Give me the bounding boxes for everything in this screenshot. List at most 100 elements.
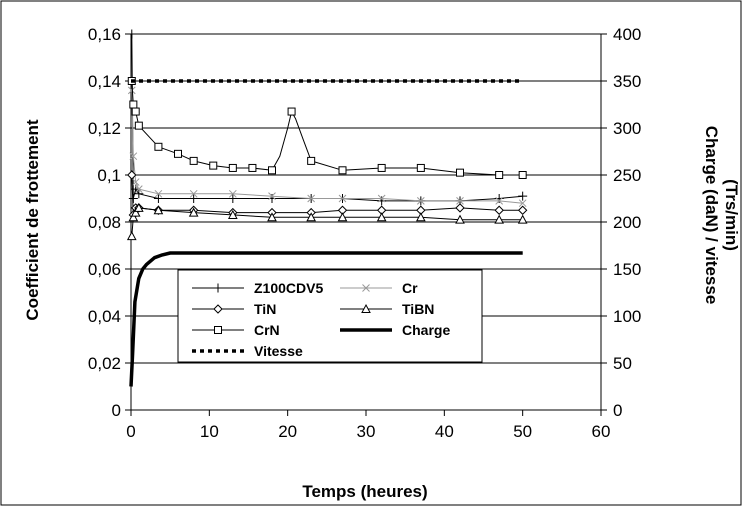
data-point (518, 199, 527, 208)
series-tibn (126, 202, 528, 241)
data-point (268, 166, 276, 175)
data-point (338, 194, 347, 203)
data-point (129, 100, 138, 109)
data-point (189, 194, 199, 203)
data-point (133, 202, 144, 212)
legend-marker (213, 304, 223, 314)
data-point (126, 231, 137, 241)
data-point (455, 214, 465, 224)
data-point (189, 156, 198, 165)
data-point (227, 209, 238, 219)
data-point (131, 107, 140, 116)
y-right-tick-label: 400 (613, 25, 641, 44)
data-point (127, 170, 137, 180)
y-left-tick-label: 0,14 (88, 72, 121, 91)
legend-marker (362, 284, 370, 292)
data-point (127, 86, 136, 95)
data-point (517, 214, 528, 224)
data-point (128, 194, 138, 203)
x-tick-label: 50 (513, 422, 532, 441)
data-point (131, 178, 140, 186)
data-point (307, 156, 316, 165)
legend-item-vitesse: Vitesse (192, 343, 303, 359)
x-tick-label: 20 (278, 422, 297, 441)
data-point (518, 171, 527, 179)
data-point (228, 194, 238, 203)
data-point (129, 152, 138, 161)
y-right-tick-label: 250 (613, 166, 641, 185)
data-point (267, 212, 277, 222)
data-point (189, 189, 198, 198)
data-point (134, 189, 144, 199)
data-point (154, 142, 163, 151)
series-charge (129, 251, 523, 387)
y-right-tick-label: 100 (613, 307, 641, 326)
data-point (248, 163, 257, 172)
legend-item-tin: TiN (192, 301, 276, 317)
legend-item-z100cdv5: Z100CDV5 (192, 280, 323, 296)
y-right-tick-label: 0 (613, 401, 622, 420)
y-left-tick-label: 0,1 (97, 166, 121, 185)
x-tick-label: 40 (435, 422, 454, 441)
y-right-tick-label: 50 (613, 354, 632, 373)
data-point (127, 29, 137, 39)
y-left-tick-label: 0,06 (88, 260, 121, 279)
y-right-tick-label: 150 (613, 260, 641, 279)
y-left-tick-label: 0,16 (88, 25, 121, 44)
data-point (455, 203, 465, 213)
legend-label: TiBN (402, 301, 434, 317)
legend-item-cr: Cr (340, 280, 418, 296)
data-point (174, 149, 182, 158)
legend-marker (214, 326, 222, 334)
data-point (376, 212, 387, 222)
legend-item-tibn: TiBN (340, 301, 434, 317)
legend-item-crn: CrN (192, 322, 280, 338)
y-left-tick-label: 0,08 (88, 213, 121, 232)
data-point (416, 163, 425, 172)
data-point (209, 161, 218, 170)
data-point (153, 194, 163, 203)
data-point (517, 205, 528, 215)
x-tick-label: 60 (592, 422, 611, 441)
series-cr (127, 86, 527, 208)
data-point (306, 212, 317, 222)
y-left-tick-label: 0 (112, 401, 121, 420)
data-point (188, 207, 199, 217)
data-point (337, 212, 348, 222)
data-point (130, 207, 141, 217)
data-point (495, 196, 504, 205)
data-point (228, 189, 237, 198)
x-axis-title: Temps (heures) (302, 482, 427, 501)
data-point (377, 194, 386, 203)
x-tick-label: 0 (126, 422, 135, 441)
data-point (456, 196, 464, 205)
legend-box (177, 269, 483, 363)
legend-marker (213, 283, 223, 293)
series-line (131, 80, 523, 176)
y-right-tick-label: 300 (613, 119, 641, 138)
y-right-tick-label: 200 (613, 213, 641, 232)
data-point (134, 121, 143, 130)
y-left-tick-label: 0,12 (88, 119, 121, 138)
data-point (134, 185, 143, 193)
x-tick-label: 10 (200, 422, 219, 441)
data-point (494, 214, 505, 224)
series-line (129, 251, 523, 387)
legend-label: Cr (402, 280, 418, 296)
data-point (287, 107, 296, 116)
data-point (128, 212, 139, 222)
data-point (153, 205, 164, 215)
series-lines (126, 29, 528, 387)
legend-item-charge: Charge (340, 322, 450, 338)
data-point (154, 189, 163, 198)
y-axis-left-title: Coefficient de frottement (23, 119, 42, 321)
legend-label: Z100CDV5 (254, 280, 323, 296)
legend-label: CrN (254, 322, 280, 338)
x-tick-label: 30 (357, 422, 376, 441)
data-point (268, 192, 276, 201)
data-point (456, 168, 464, 177)
y-right-tick-label: 350 (613, 72, 641, 91)
data-point (415, 212, 426, 222)
